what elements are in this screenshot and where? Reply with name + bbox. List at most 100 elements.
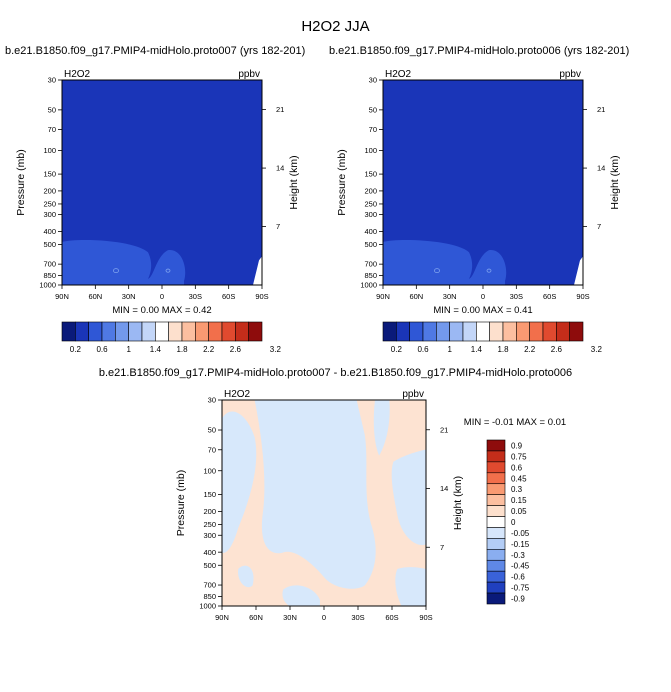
panel2-x-tick-label: 30N — [443, 292, 457, 301]
panel2-colorbar-swatch — [502, 321, 517, 342]
panel3-colorbar-label: 0.75 — [511, 452, 527, 461]
panel2-y-tick-label: 700 — [364, 260, 377, 269]
panel3-y-tick-label: 200 — [203, 507, 216, 516]
panel3-y-axis-title: Pressure (mb) — [175, 470, 187, 537]
panel2-y-tick-label: 500 — [364, 240, 377, 249]
panel3-y-tick-label: 150 — [203, 490, 216, 499]
panel1-y2-tick-label: 7 — [276, 222, 280, 231]
panel2-y-tick-label: 70 — [369, 125, 377, 134]
panel2-y2-axis-title: Height (km) — [609, 155, 621, 209]
panel3-min-max-text: MIN = -0.01 MAX = 0.01 — [464, 417, 566, 428]
panel2-x-tick-label: 60N — [409, 292, 423, 301]
panel3-y-tick-label: 850 — [203, 592, 216, 601]
panel1-y-tick-label: 300 — [43, 210, 56, 219]
panel1-y-tick-label: 150 — [43, 170, 56, 179]
panel2-min-max-text: MIN = 0.00 MAX = 0.41 — [433, 305, 532, 316]
panel1-colorbar-swatch — [101, 321, 116, 342]
panel3-colorbar-swatch — [486, 472, 506, 485]
panel2-colorbar-swatch — [396, 321, 410, 342]
panel3-y2-tick-label: 7 — [440, 543, 444, 552]
panel2-colorbar-swatch — [436, 321, 450, 342]
panel2-x-tick-label: 30S — [510, 292, 523, 301]
panel1-colorbar-swatch — [75, 321, 89, 342]
panel1-lower-troposphere-region — [62, 240, 186, 285]
panel1-colorbar-swatch — [88, 321, 103, 342]
panel3-colorbar-label: 0.6 — [511, 463, 523, 472]
panel3-x-tick-label: 30N — [283, 613, 297, 622]
panel3-y2-tick-label: 14 — [440, 484, 448, 493]
panel2-title: b.e21.B1850.f09_g17.PMIP4-midHolo.proto0… — [329, 45, 630, 57]
panel2-colorbar-swatch — [529, 321, 544, 342]
panel2-colorbar-swatch — [382, 321, 397, 342]
panel1-colorbar-swatch — [155, 321, 169, 342]
panel1-units-label: ppbv — [238, 69, 260, 80]
panel3-colorbar-swatch — [486, 592, 506, 605]
panel3-negative-difference-region — [391, 449, 426, 545]
panel2-colorbar-label: 2.2 — [524, 345, 536, 354]
panel2-colorbar-label: 2.6 — [551, 345, 563, 354]
panel2-y-tick-label: 30 — [369, 76, 377, 85]
panel1-colorbar-label: 1 — [126, 345, 131, 354]
panel2-colorbar-swatch — [449, 321, 464, 342]
panel3-colorbar-swatch — [486, 483, 506, 495]
panel2-field-area — [383, 80, 583, 285]
panel3-colorbar-swatch — [486, 450, 506, 463]
panel2-x-tick-label: 60S — [543, 292, 556, 301]
panel2-y-tick-label: 1000 — [360, 281, 377, 290]
panel1-y-tick-label: 700 — [43, 260, 56, 269]
panel1-y-tick-label: 30 — [48, 76, 56, 85]
panel3-y-tick-label: 250 — [203, 520, 216, 529]
panel3-colorbar-label: -0.3 — [511, 551, 525, 560]
panel3-y2-tick-label: 21 — [440, 425, 448, 434]
panel1-y2-tick-label: 14 — [276, 164, 284, 173]
panel1-colorbar-label: 2.2 — [203, 345, 215, 354]
panel2-low-value-region — [574, 256, 583, 285]
panel1-colorbar-swatch — [248, 321, 263, 342]
panel3-variable-label: H2O2 — [224, 389, 251, 400]
panel3-colorbar-label: 0.15 — [511, 496, 527, 505]
panel3-colorbar-label: 0.45 — [511, 474, 527, 483]
panel1-title: b.e21.B1850.f09_g17.PMIP4-midHolo.proto0… — [5, 45, 306, 57]
panel2-y2-tick-label: 7 — [597, 222, 601, 231]
panel3-y-tick-label: 70 — [208, 445, 216, 454]
panel1-colorbar-label: 0.2 — [70, 345, 82, 354]
panel1-colorbar-label: 2.6 — [230, 345, 242, 354]
panel3-negative-difference-region — [395, 567, 426, 606]
panel1-y-axis-title: Pressure (mb) — [15, 149, 27, 216]
panel3-colorbar-swatch — [486, 439, 506, 452]
panel1-y-tick-label: 50 — [48, 105, 56, 114]
panel2-y2-tick-label: 14 — [597, 164, 605, 173]
panel1-y-tick-label: 1000 — [39, 281, 56, 290]
panel2-colorbar-swatch — [462, 321, 477, 342]
panel3-negative-difference-region — [254, 400, 376, 589]
panel1-colorbar-swatch — [195, 321, 209, 342]
panel2-colorbar-swatch — [422, 321, 437, 342]
panel2-colorbar-label: 0.6 — [417, 345, 429, 354]
panel1-colorbar-swatch — [115, 321, 129, 342]
panel1-x-tick-label: 90N — [55, 292, 69, 301]
panel1-colorbar-swatch — [168, 321, 183, 342]
panel1-x-tick-label: 30N — [122, 292, 136, 301]
panel1-colorbar-label: 3.2 — [270, 345, 282, 354]
panel3-x-tick-label: 60S — [385, 613, 398, 622]
panel2-colorbar-swatch — [409, 321, 424, 342]
panel3-x-tick-label: 0 — [322, 613, 326, 622]
panel2-y-tick-label: 50 — [369, 105, 377, 114]
panel3-colorbar-label: -0.15 — [511, 540, 530, 549]
panel3-colorbar-label: -0.05 — [511, 529, 530, 538]
panel1-x-tick-label: 30S — [189, 292, 202, 301]
panel1-colorbar-swatch — [128, 321, 143, 342]
panel3-negative-difference-region — [222, 411, 257, 553]
panel1-y-tick-label: 850 — [43, 271, 56, 280]
panel3-y-tick-label: 400 — [203, 548, 216, 557]
panel3-colorbar-swatch — [486, 559, 506, 572]
panel2-y-tick-label: 150 — [364, 170, 377, 179]
panel1-colorbar-swatch — [141, 321, 156, 342]
panel2-colorbar-label: 0.2 — [391, 345, 403, 354]
panel1-y-tick-label: 100 — [43, 146, 56, 155]
panel2-y-tick-label: 850 — [364, 271, 377, 280]
panel3-colorbar-label: 0.3 — [511, 485, 523, 494]
panel3-x-tick-label: 60N — [249, 613, 263, 622]
panel2-y-axis-title: Pressure (mb) — [336, 149, 348, 216]
